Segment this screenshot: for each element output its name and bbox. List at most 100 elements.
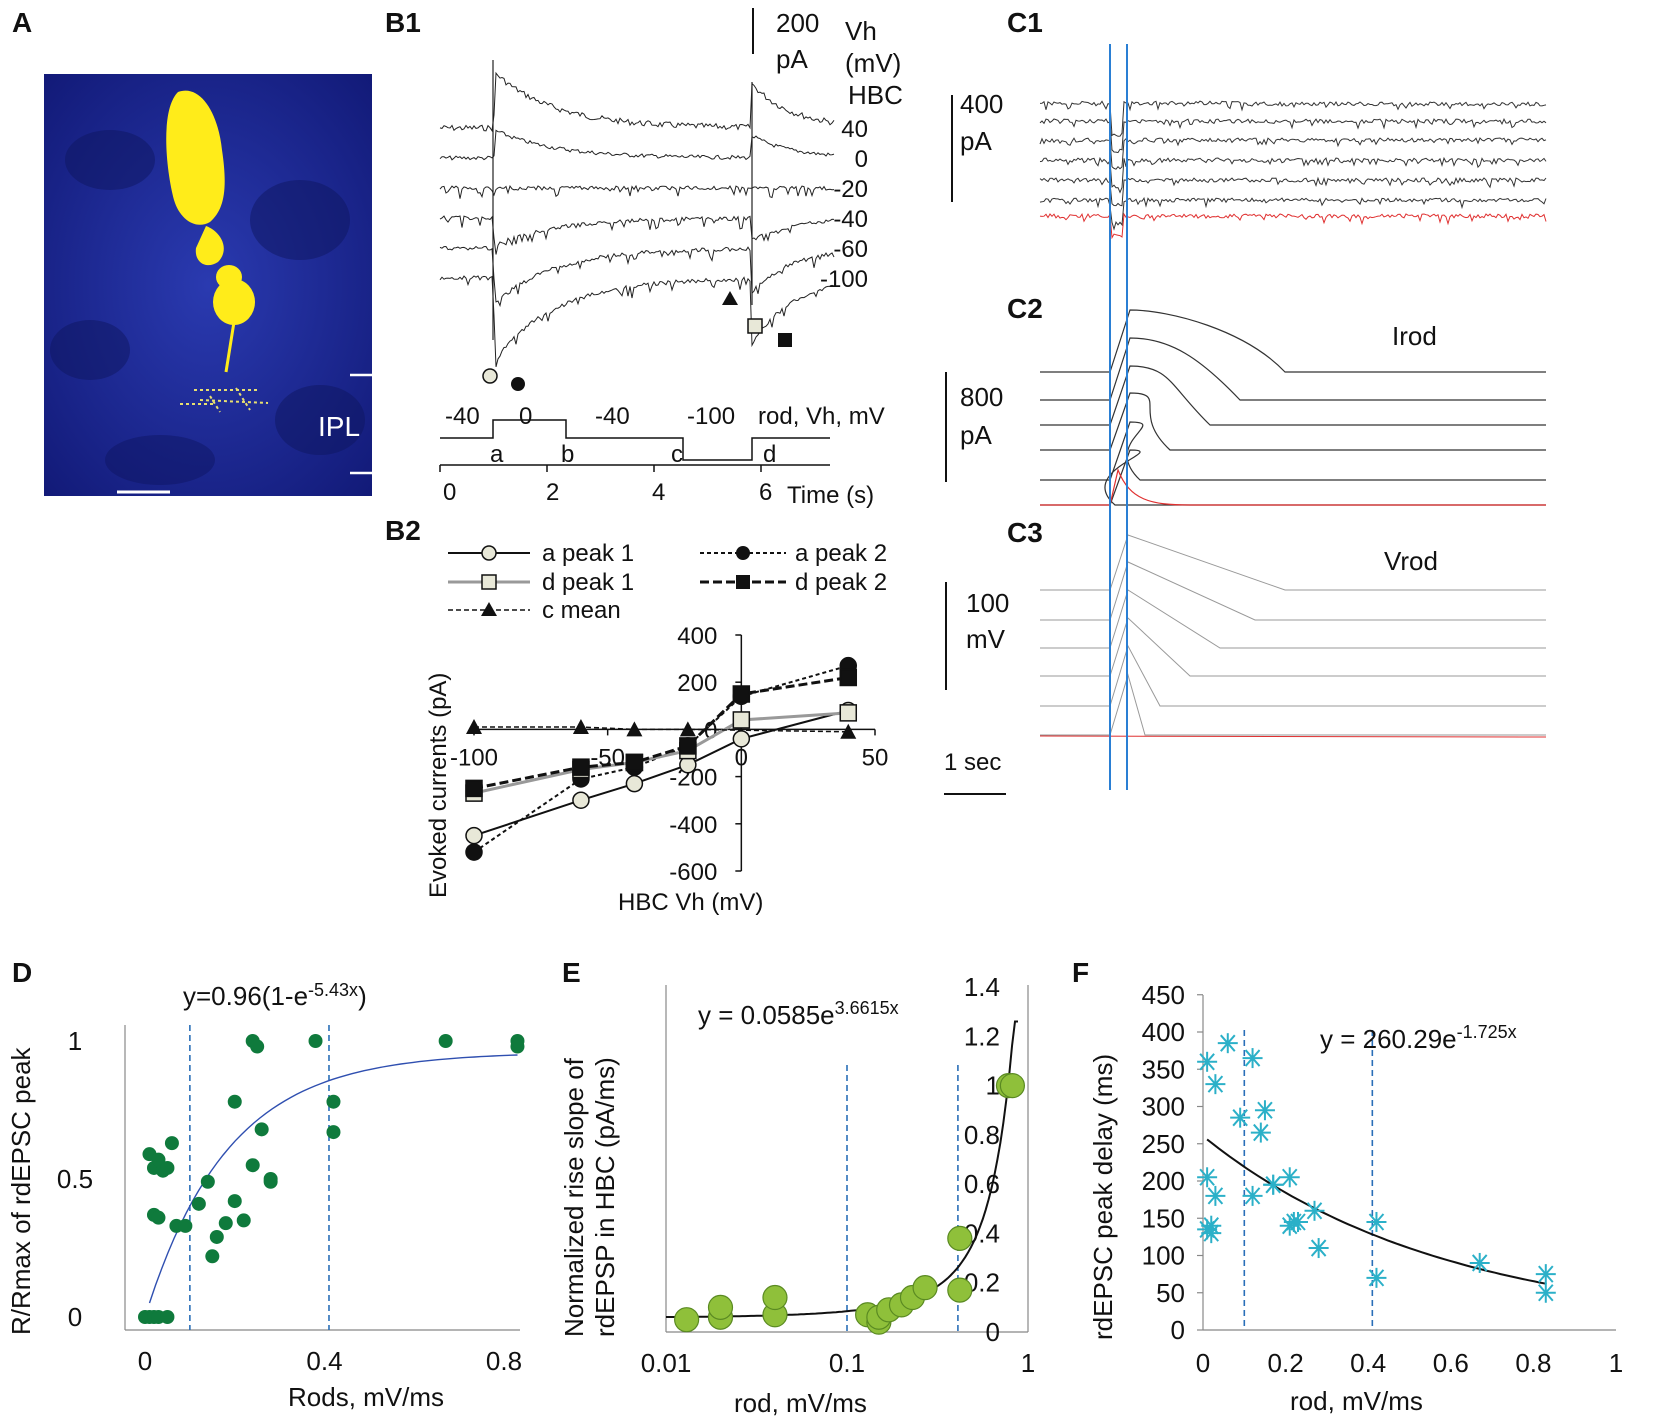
time-label: Time (s) — [787, 482, 874, 509]
data-point — [1197, 1167, 1218, 1188]
b2-point — [572, 719, 589, 735]
c1-trace — [1039, 100, 1547, 137]
panel-label-b1: B1 — [385, 7, 421, 38]
b1-trace — [439, 71, 835, 133]
b2-series — [465, 656, 858, 861]
b1-trace — [439, 245, 835, 308]
e-chart: 0.01 0.1 100.20.40.60.811.21.4 y = 0.0585e… — [559, 972, 1035, 1416]
data-point — [1254, 1100, 1275, 1121]
e-equation-text: y = 0.0585e — [698, 1000, 835, 1030]
f-chart: 0 0.2 0.4 0.6 0.8 1 0 50 100 150 200 250 300 350 400 45… — [1088, 980, 1623, 1416]
b2-point — [465, 826, 483, 845]
e-plot: 0.01 0.1 100.20.40.60.811.21.4 — [641, 972, 1036, 1378]
b1-cell-label: HBC — [848, 80, 903, 110]
f-equation-text: y = 260.29e — [1320, 1024, 1457, 1054]
y-tick-label: 450 — [1142, 980, 1185, 1010]
b2-ylabel: Evoked currents (pA) — [425, 673, 452, 898]
data-point — [1535, 1264, 1556, 1285]
b1-trace-labels: 40 0 -20 -40 -60 -100 — [820, 116, 868, 293]
y-tick-label: 0 — [986, 1317, 1000, 1347]
protocol-label: rod, Vh, mV — [758, 403, 885, 430]
c-traces: 400 pA 800 pA Irod 100 mV Vrod 1 sec — [944, 44, 1547, 795]
data-point — [1197, 1051, 1218, 1072]
c1-trace — [1039, 212, 1547, 240]
ipl-label: IPL — [318, 411, 360, 442]
b2-point — [626, 721, 643, 737]
time-tick-6: 6 — [759, 479, 772, 506]
c2-trace — [1040, 467, 1546, 506]
f-plot: 0 0.2 0.4 0.6 0.8 1 0 50 100 150 200 250 300 350 400 45… — [1142, 980, 1624, 1378]
cell-axon-terminal — [213, 279, 255, 325]
data-point — [178, 1218, 193, 1233]
x-tick-label: 0.6 — [1433, 1348, 1469, 1378]
data-point — [947, 1277, 973, 1303]
marker-d-peak-2 — [778, 333, 792, 347]
legend-d-peak-1: d peak 1 — [542, 569, 634, 596]
y-tick-label: 1.4 — [964, 972, 1000, 1002]
c2-trace — [1040, 421, 1546, 481]
y-tick-label: 100 — [1142, 1241, 1185, 1271]
b2-point — [572, 791, 590, 809]
c2-trace — [1040, 392, 1546, 451]
y-tick-label: 0.8 — [964, 1120, 1000, 1150]
data-point — [762, 1284, 788, 1311]
x-tick-label: 0 — [138, 1346, 152, 1376]
data-point — [236, 1213, 251, 1228]
b1-traces: 200 pA Vh (mV) HBC 400-20-40-60-100 -40 … — [439, 8, 903, 509]
protocol-level-1: -40 — [445, 403, 480, 430]
c1-trace — [1039, 118, 1547, 154]
c3-trace — [1040, 673, 1546, 736]
panel-label-c3: C3 — [1007, 517, 1043, 548]
y-tick-label: 1 — [986, 1071, 1000, 1101]
c1-trace — [1039, 137, 1547, 170]
f-xlabel: rod, mV/ms — [1290, 1386, 1423, 1416]
d-equation: y=0.96(1-e-5.43x) — [183, 980, 367, 1011]
f-equation-exp: -1.725x — [1457, 1022, 1517, 1042]
data-point — [674, 1307, 700, 1333]
f-equation: y = 260.29e-1.725x — [1320, 1022, 1517, 1054]
c-time-scale-label: 1 sec — [944, 749, 1001, 776]
b1-scale-unit: pA — [776, 44, 808, 74]
legend-symbol-a-peak-1 — [481, 545, 497, 561]
y-tick-label: 0.5 — [57, 1164, 93, 1194]
c1-trace — [1039, 197, 1547, 231]
b2-y-tick-label: 0 — [704, 717, 717, 744]
b2-y-tick-label: -400 — [669, 812, 717, 839]
y-tick-label: 250 — [1142, 1129, 1185, 1159]
e-ylabel-line2: rdEPSP in HBC (pA/ms) — [590, 1057, 620, 1337]
d-equation-end: ) — [358, 981, 367, 1011]
b2-point — [679, 721, 696, 737]
data-point — [245, 1158, 260, 1173]
data-point — [1469, 1252, 1490, 1273]
protocol-point-b: b — [561, 441, 574, 468]
b1-vh-unit: (mV) — [845, 48, 901, 78]
c1-trace — [1039, 176, 1547, 207]
d-plot: 0 0.4 0.8 0 0.5 1 — [57, 1025, 525, 1376]
b2-chart: a peak 1 a peak 2 d peak 1 d peak 2 c me… — [425, 540, 888, 916]
b2-series-line — [473, 711, 849, 795]
data-point — [326, 1125, 341, 1140]
marker-a-peak-2 — [511, 377, 525, 391]
marker-d-peak-1 — [747, 318, 763, 334]
f-ylabel: rdEPSC peak delay (ms) — [1088, 1054, 1118, 1340]
legend-c-mean: c mean — [542, 597, 621, 624]
b1-trace — [439, 275, 835, 368]
marker-c-mean — [722, 291, 738, 305]
panel-label-d: D — [12, 957, 32, 988]
legend-a-peak-1: a peak 1 — [542, 540, 634, 567]
data-point — [707, 1294, 734, 1320]
data-point — [1287, 1211, 1308, 1232]
data-point — [218, 1216, 233, 1231]
x-tick-label: 0.4 — [306, 1346, 342, 1376]
c2-trace — [1040, 365, 1546, 426]
y-tick-label: 300 — [1142, 1092, 1185, 1122]
c1-scale-unit: pA — [960, 126, 992, 156]
data-point — [1308, 1238, 1329, 1259]
b2-point — [466, 719, 482, 735]
y-tick-label: 150 — [1142, 1203, 1185, 1233]
b2-y-tick-label: -600 — [669, 859, 717, 886]
fit-curve — [148, 1054, 518, 1304]
protocol-point-d: d — [763, 441, 776, 468]
marker-a-peak-1 — [482, 368, 498, 384]
